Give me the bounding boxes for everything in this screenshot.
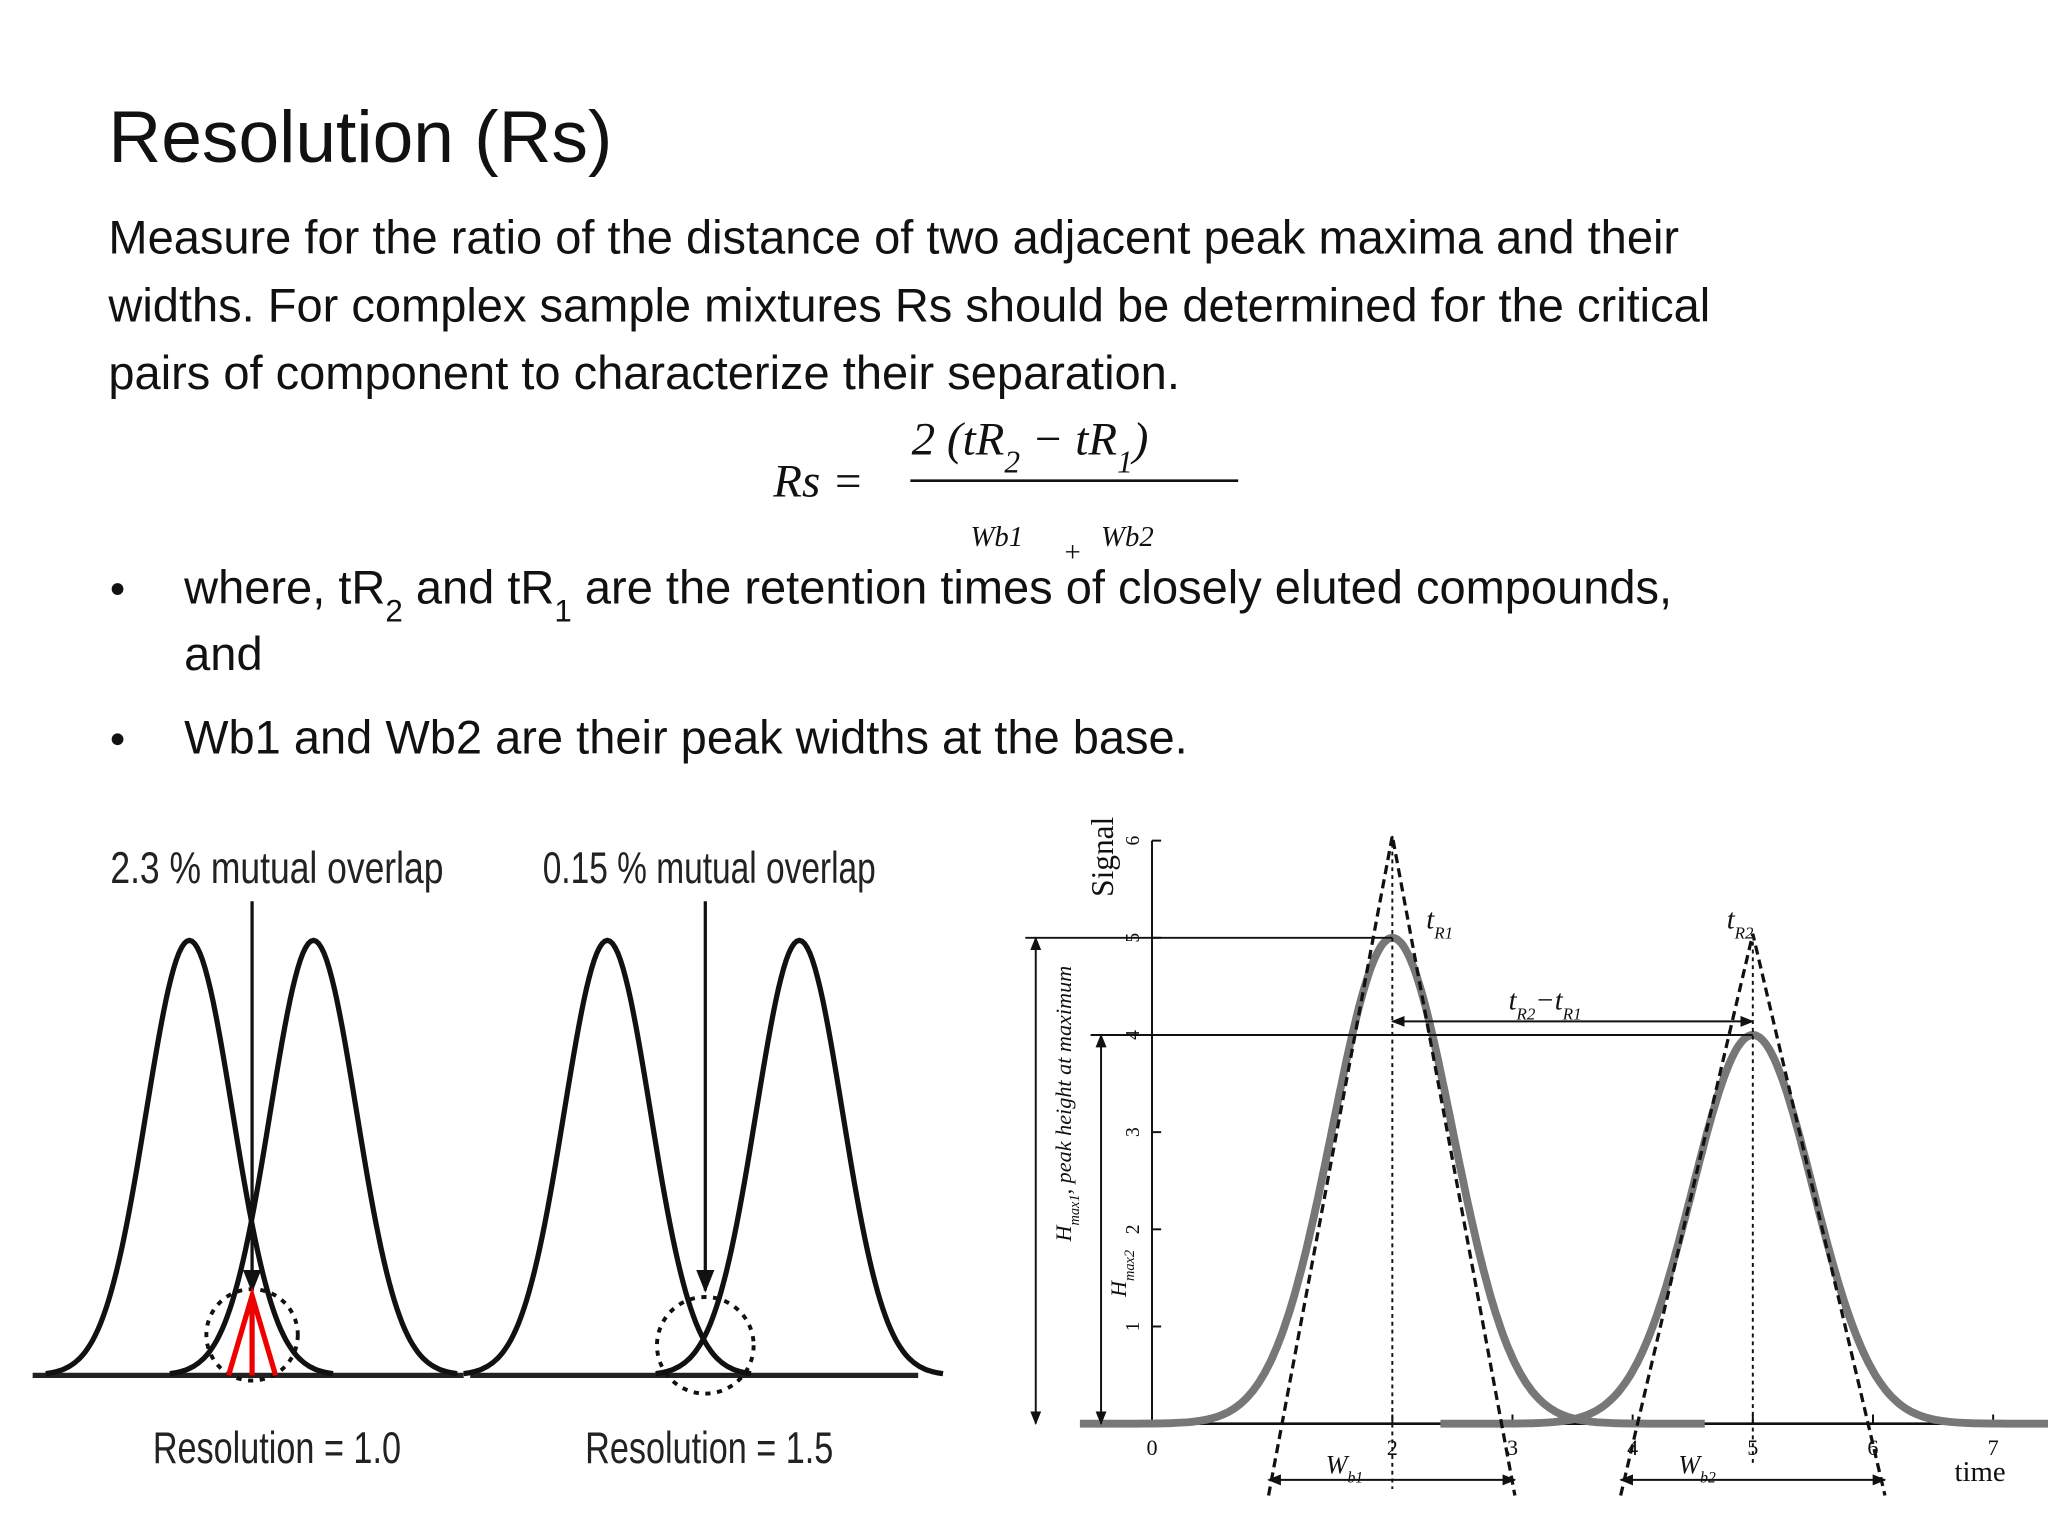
caption-top: 2.3 % mutual overlap bbox=[110, 844, 443, 893]
y-tick-label: 6 bbox=[1123, 836, 1144, 846]
caption-bottom: Resolution = 1.0 bbox=[153, 1424, 401, 1473]
difference-label: tR2−tR1 bbox=[1509, 985, 1582, 1024]
overlap-circle bbox=[655, 1295, 756, 1396]
difference-label-part: −t bbox=[1535, 985, 1563, 1017]
peak-curve bbox=[655, 937, 944, 1377]
t-r2-label-part: t bbox=[1727, 904, 1736, 936]
t-r1-label-part: R1 bbox=[1433, 923, 1453, 942]
y-tick-label: 3 bbox=[1123, 1127, 1144, 1137]
h-max2-label-part: H bbox=[1106, 1279, 1131, 1298]
w-b2-label-part: b2 bbox=[1700, 1469, 1716, 1486]
peak-curve bbox=[463, 937, 752, 1377]
difference-label-part: R1 bbox=[1562, 1004, 1582, 1023]
denominator-plus: + bbox=[1064, 537, 1080, 569]
h-max1-label: Hmax1, peak height at maximum bbox=[1051, 966, 1083, 1243]
formula-numerator-part: 1 bbox=[1117, 444, 1133, 479]
x-axis-label: time bbox=[1955, 1456, 2006, 1488]
formula-numerator-part: 2 (tR bbox=[912, 414, 1005, 466]
denominator-left: Wb1 bbox=[970, 521, 1023, 553]
difference-label-part: R2 bbox=[1516, 1004, 1536, 1023]
bullet-text: where, tR2 and tR1 are the retention tim… bbox=[183, 560, 1672, 628]
bullet-text-part: are the retention times of closely elute… bbox=[572, 560, 1672, 613]
peak-curve bbox=[1440, 1031, 2048, 1428]
x-tick-label: 7 bbox=[1988, 1435, 1999, 1460]
bullet-dot bbox=[111, 583, 124, 595]
denominator-right: Wb2 bbox=[1101, 521, 1154, 553]
slide-title: Resolution (Rs) bbox=[108, 97, 612, 178]
tangent bbox=[1619, 933, 1887, 1496]
w-b1-label-part: W bbox=[1326, 1450, 1350, 1479]
bullet-text-part: Wb1 and Wb2 are their peak widths at the… bbox=[184, 711, 1188, 764]
bullet-text-part: 1 bbox=[554, 593, 571, 628]
formula-numerator-part: − tR bbox=[1020, 414, 1117, 466]
w-b2-label-part: W bbox=[1678, 1450, 1702, 1479]
bullet-dot bbox=[111, 733, 124, 746]
bullet-continuation: and bbox=[184, 627, 262, 680]
formula-numerator-part: ) bbox=[1130, 414, 1149, 466]
peak-curve bbox=[169, 937, 458, 1377]
paragraph-line: widths. For complex sample mixtures Rs s… bbox=[107, 278, 1710, 331]
w-b1-label-part: b1 bbox=[1347, 1469, 1363, 1486]
t-r2-label: tR2 bbox=[1727, 904, 1754, 943]
y-tick-label: 2 bbox=[1123, 1224, 1144, 1234]
bullet-text-part: 2 bbox=[385, 593, 402, 628]
formula-numerator: 2 (tR2 − tR1) bbox=[912, 414, 1149, 480]
x-tick-label: 3 bbox=[1507, 1435, 1518, 1460]
h-max1-label-part: , peak height at maximum bbox=[1051, 966, 1076, 1195]
w-b2-label: Wb2 bbox=[1678, 1450, 1716, 1486]
difference-label-part: t bbox=[1509, 985, 1518, 1017]
formula-lhs: Rs = bbox=[772, 455, 864, 507]
t-r1-label: tR1 bbox=[1426, 904, 1453, 943]
w-b1-label: Wb1 bbox=[1326, 1450, 1363, 1486]
y-tick-label: 1 bbox=[1123, 1322, 1144, 1332]
x-tick-label: 0 bbox=[1146, 1435, 1157, 1460]
h-max2-label-part: max2 bbox=[1122, 1250, 1138, 1281]
formula-numerator-part: 2 bbox=[1004, 444, 1020, 479]
bullet-text-part: and tR bbox=[403, 560, 555, 613]
x-tick-label: 5 bbox=[1747, 1435, 1758, 1460]
y-axis-label: Signal bbox=[1085, 816, 1120, 896]
caption-bottom: Resolution = 1.5 bbox=[585, 1424, 833, 1473]
t-r1-label-part: t bbox=[1426, 904, 1435, 936]
peak-curve bbox=[45, 937, 334, 1377]
tangent bbox=[1266, 835, 1517, 1496]
paragraph-line: pairs of component to characterize their… bbox=[108, 346, 1180, 399]
bullet-text: Wb1 and Wb2 are their peak widths at the… bbox=[184, 711, 1188, 764]
caption-top: 0.15 % mutual overlap bbox=[543, 844, 876, 893]
h-max1-label-part: H bbox=[1051, 1224, 1076, 1243]
x-tick-label: 6 bbox=[1867, 1435, 1878, 1460]
t-r2-label-part: R2 bbox=[1734, 923, 1754, 942]
paragraph-line: Measure for the ratio of the distance of… bbox=[108, 210, 1679, 263]
bullet-text-part: where, tR bbox=[183, 560, 385, 613]
overlap-region bbox=[226, 1286, 279, 1377]
h-max2-label: Hmax2 bbox=[1106, 1250, 1138, 1298]
h-max1-label-part: max1 bbox=[1067, 1194, 1083, 1225]
